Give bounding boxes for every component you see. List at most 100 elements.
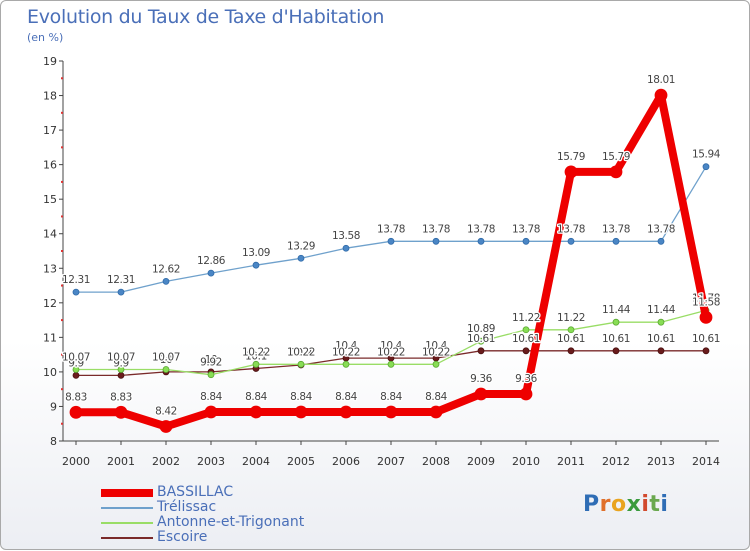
data-label-halo-escoire: 10.61 <box>692 333 720 345</box>
point-antonne-et-trigonant <box>387 360 395 368</box>
data-label-halo-trelissac: 13.78 <box>512 223 540 235</box>
data-label-escoire: 10.61 <box>467 333 495 345</box>
data-label-halo-bassillac: 8.83 <box>110 391 132 403</box>
y-tick-label: 13 <box>43 262 57 275</box>
y-tick-label: 15 <box>43 193 57 206</box>
data-label-halo-trelissac: 13.78 <box>422 223 450 235</box>
point-trelissac <box>297 254 305 262</box>
data-label-halo-trelissac: 13.09 <box>242 247 270 259</box>
data-label-trelissac: 12.31 <box>62 274 90 286</box>
data-label-trelissac: 12.62 <box>152 263 180 275</box>
data-label-halo-antonne-et-trigonant: 10.22 <box>287 346 315 358</box>
point-trelissac <box>207 269 215 277</box>
y-minor-tick <box>61 353 63 356</box>
logo-letter: i <box>641 492 650 517</box>
y-minor-tick <box>61 77 63 80</box>
y-minor-tick <box>61 422 63 425</box>
point-escoire <box>477 347 485 355</box>
data-label-antonne-et-trigonant: 10.22 <box>422 346 450 358</box>
data-label-bassillac: 8.84 <box>335 391 357 403</box>
data-label-escoire: 10 <box>160 354 173 366</box>
data-label-escoire: 10.61 <box>557 333 585 345</box>
point-antonne-et-trigonant <box>342 360 350 368</box>
data-label-bassillac: 8.84 <box>245 391 267 403</box>
logo-letter: i <box>660 492 669 517</box>
legend-swatch-antonne <box>101 522 153 524</box>
data-label-halo-bassillac: 8.84 <box>335 391 357 403</box>
point-escoire <box>567 347 575 355</box>
data-label-bassillac: 8.84 <box>380 391 402 403</box>
series-layer <box>69 88 713 433</box>
x-tick-label: 2003 <box>197 455 225 468</box>
point-bassillac <box>159 420 173 433</box>
chart-title: Evolution du Taux de Taxe d'Habitation <box>27 6 385 28</box>
data-label-halo-trelissac: 15.94 <box>692 149 721 161</box>
y-tick-label: 18 <box>43 90 57 103</box>
logo-letter: x <box>626 492 642 517</box>
y-tick-label: 9 <box>50 400 57 413</box>
y-minor-tick <box>61 146 63 149</box>
data-label-trelissac: 13.78 <box>647 223 675 235</box>
data-label-escoire: 10.61 <box>512 333 540 345</box>
point-antonne-et-trigonant <box>657 318 665 326</box>
data-label-antonne-et-trigonant: 10.89 <box>467 323 495 335</box>
legend-label-antonne: Antonne-et-Trigonant <box>157 514 305 530</box>
data-label-halo-escoire: 10.61 <box>512 333 540 345</box>
data-label-halo-bassillac: 8.84 <box>425 391 447 403</box>
data-label-halo-escoire: 10.4 <box>380 340 402 352</box>
point-escoire <box>117 371 125 379</box>
point-bassillac <box>699 310 713 324</box>
data-label-halo-escoire: 10.61 <box>602 333 630 345</box>
data-label-escoire: 10.61 <box>647 333 675 345</box>
point-trelissac <box>387 237 395 245</box>
x-tick-label: 2010 <box>512 455 540 468</box>
point-trelissac <box>72 288 80 296</box>
x-tick-label: 2014 <box>692 455 720 468</box>
data-label-halo-antonne-et-trigonant: 9.92 <box>200 357 222 369</box>
point-bassillac <box>204 405 218 419</box>
data-label-halo-trelissac: 13.58 <box>332 230 360 242</box>
data-label-halo-antonne-et-trigonant: 10.22 <box>332 346 360 358</box>
data-label-antonne-et-trigonant: 11.44 <box>602 304 631 316</box>
legend-swatch-trelissac <box>101 507 153 509</box>
legend-swatch-escoire <box>101 537 153 539</box>
data-label-trelissac: 13.78 <box>512 223 540 235</box>
legend-label-escoire: Escoire <box>157 529 208 545</box>
data-label-bassillac: 15.79 <box>557 151 585 163</box>
data-label-trelissac: 13.78 <box>422 223 450 235</box>
data-label-antonne-et-trigonant: 10.22 <box>377 346 405 358</box>
data-label-escoire: 10.1 <box>245 350 267 362</box>
data-label-halo-antonne-et-trigonant: 11.22 <box>557 312 585 324</box>
point-trelissac <box>522 237 530 245</box>
data-label-halo-escoire: 10.61 <box>467 333 495 345</box>
series-line-bassillac <box>72 91 710 431</box>
point-antonne-et-trigonant <box>522 326 530 334</box>
point-bassillac <box>249 405 263 419</box>
point-antonne-et-trigonant <box>567 326 575 334</box>
y-tick-label: 16 <box>43 159 57 172</box>
data-label-bassillac: 8.83 <box>110 391 132 403</box>
data-label-antonne-et-trigonant: 10.07 <box>107 351 135 363</box>
data-label-halo-trelissac: 12.31 <box>107 274 135 286</box>
x-tick-label: 2004 <box>242 455 270 468</box>
data-label-halo-antonne-et-trigonant: 10.22 <box>242 346 270 358</box>
legend-label-bassillac: BASSILLAC <box>157 484 234 500</box>
x-tick-label: 2006 <box>332 455 360 468</box>
point-escoire <box>702 347 710 355</box>
y-minor-tick <box>61 111 63 114</box>
data-label-halo-antonne-et-trigonant: 10.89 <box>467 323 495 335</box>
data-label-halo-antonne-et-trigonant: 11.44 <box>602 304 631 316</box>
legend-label-trelissac: Trélissac <box>157 499 217 515</box>
data-label-escoire: 10.61 <box>602 333 630 345</box>
data-label-trelissac: 12.31 <box>107 274 135 286</box>
data-label-escoire: 10.61 <box>692 333 720 345</box>
data-label-escoire: 9.9 <box>68 357 84 369</box>
data-label-halo-trelissac: 13.78 <box>647 223 675 235</box>
point-bassillac <box>474 387 488 401</box>
data-label-halo-escoire: 10.2 <box>290 347 312 359</box>
data-label-bassillac: 9.36 <box>470 373 492 385</box>
point-escoire <box>72 371 80 379</box>
x-tick-label: 2007 <box>377 455 405 468</box>
data-label-bassillac: 8.84 <box>200 391 222 403</box>
